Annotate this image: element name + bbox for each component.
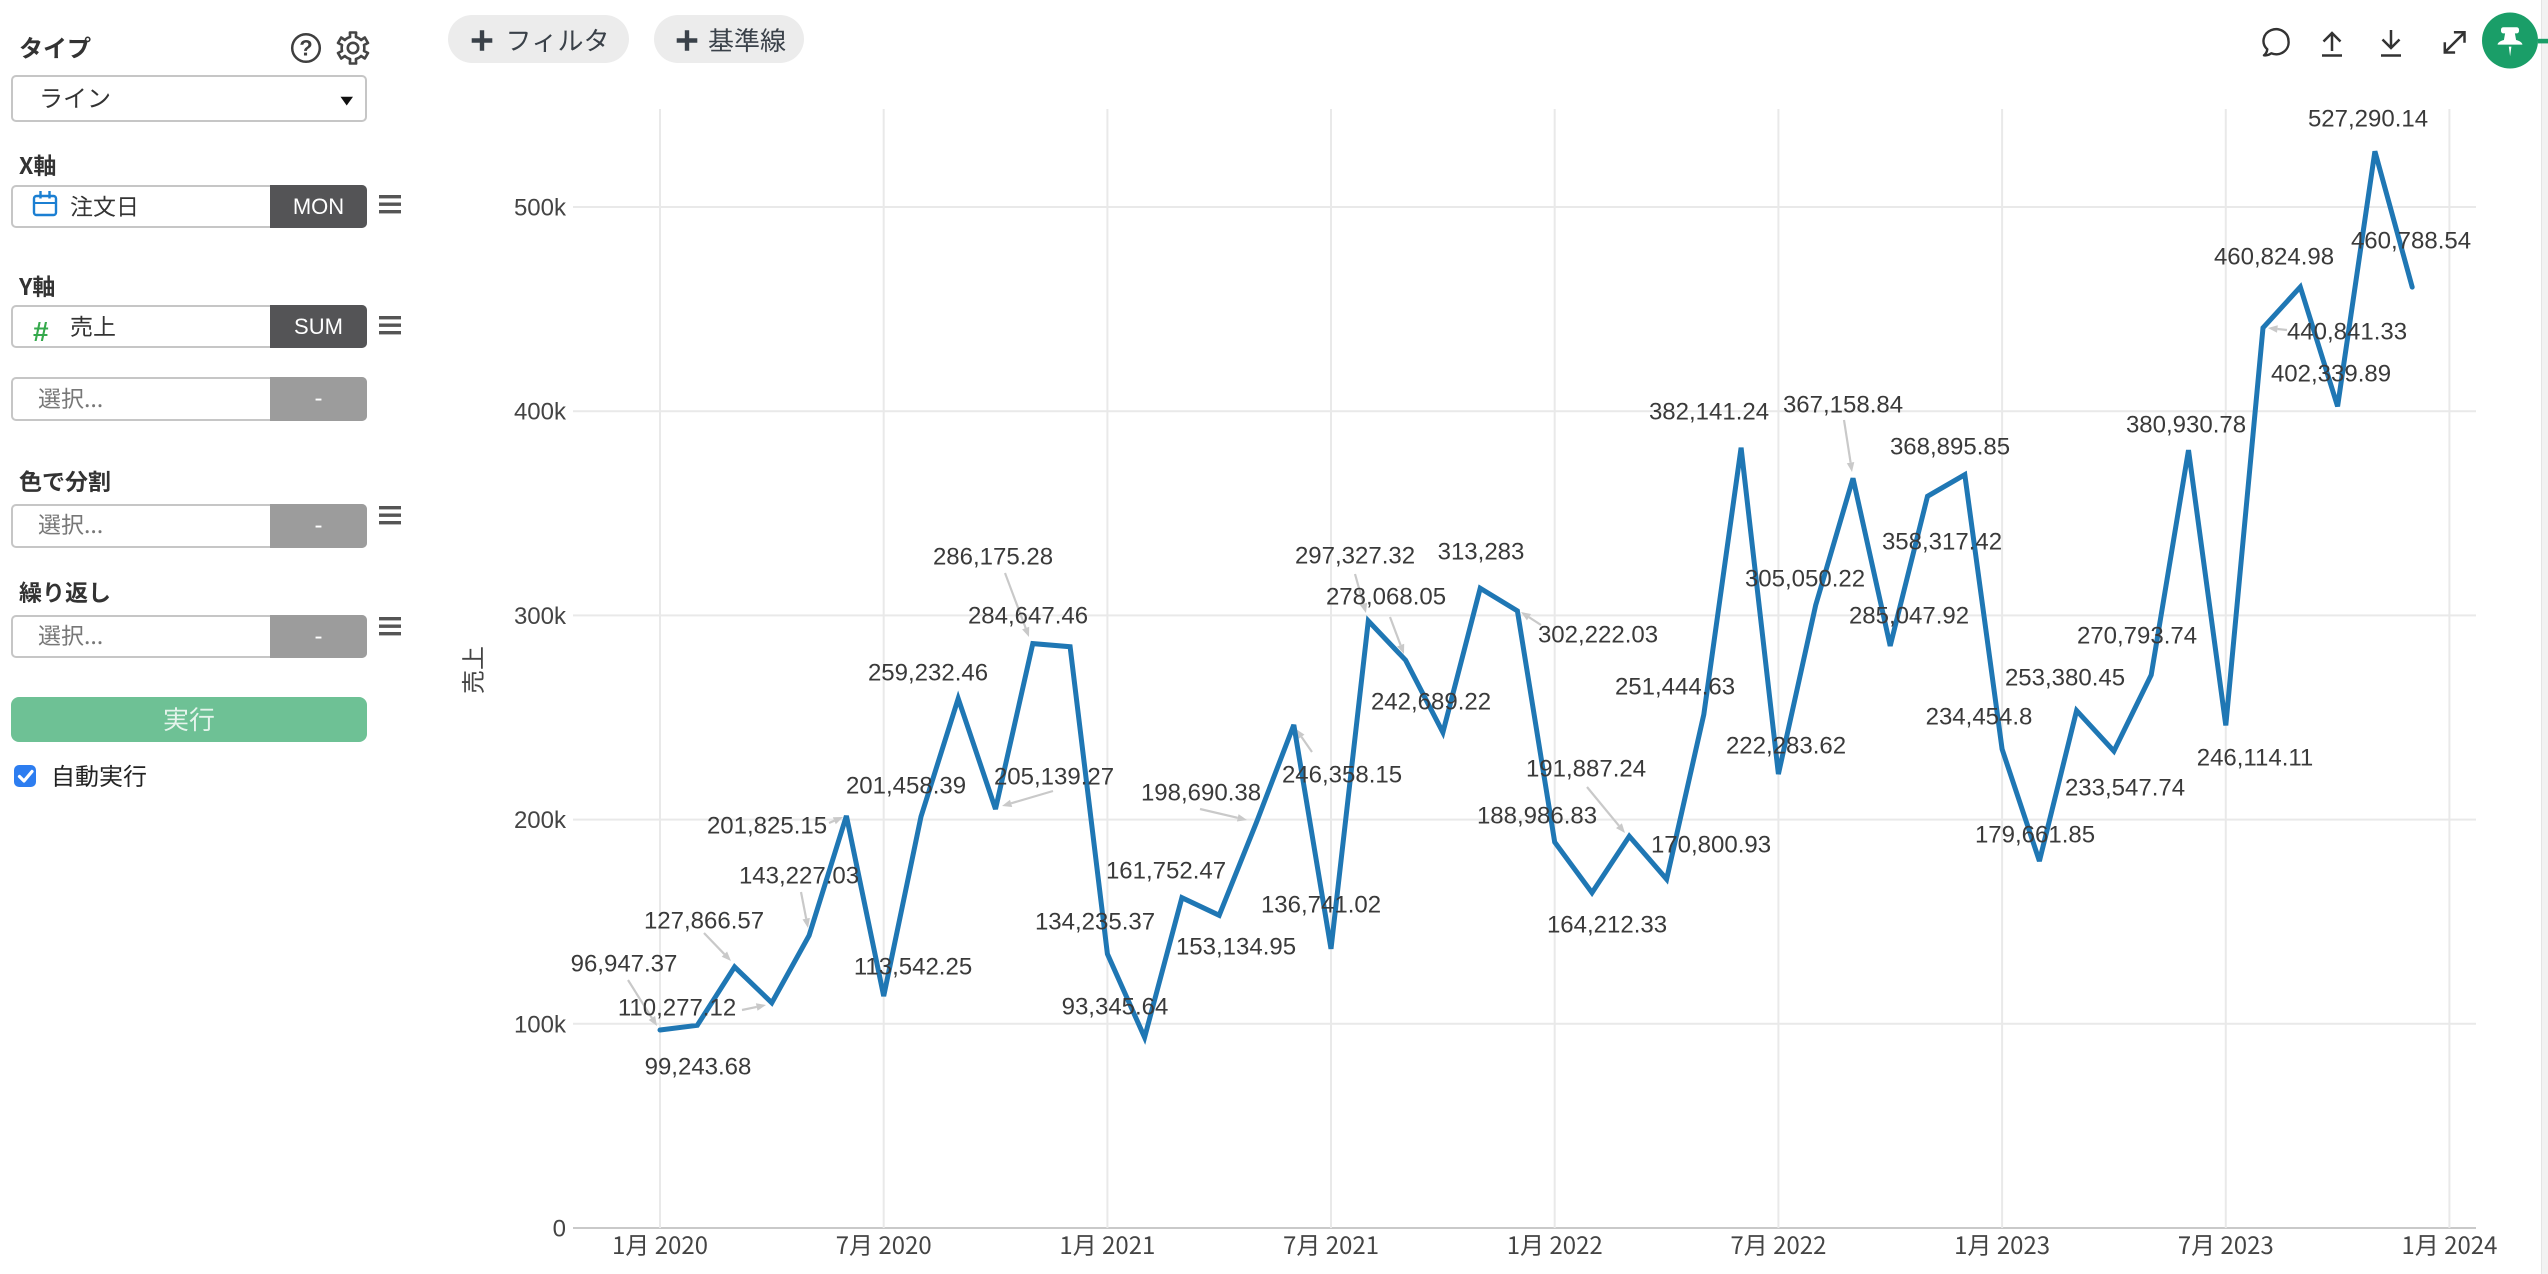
- svg-text:0: 0: [553, 1216, 566, 1243]
- svg-text:233,547.74: 233,547.74: [2065, 775, 2185, 802]
- svg-text:382,141.24: 382,141.24: [1649, 399, 1769, 426]
- svg-text:460,824.98: 460,824.98: [2214, 244, 2334, 271]
- svg-text:198,690.38: 198,690.38: [1141, 780, 1261, 807]
- svg-text:246,358.15: 246,358.15: [1282, 762, 1402, 789]
- svg-text:205,139.27: 205,139.27: [994, 764, 1114, 791]
- svg-text:440,841.33: 440,841.33: [2287, 319, 2407, 346]
- svg-text:#: #: [33, 316, 49, 347]
- svg-text:300k: 300k: [514, 603, 567, 630]
- svg-text:313,283: 313,283: [1438, 539, 1525, 566]
- svg-text:358,317.42: 358,317.42: [1882, 529, 2002, 556]
- svg-text:380,930.78: 380,930.78: [2126, 412, 2246, 439]
- svg-text:285,047.92: 285,047.92: [1849, 603, 1969, 630]
- svg-text:153,134.95: 153,134.95: [1176, 934, 1296, 961]
- svg-text:305,050.22: 305,050.22: [1745, 566, 1865, 593]
- svg-text:367,158.84: 367,158.84: [1783, 392, 1903, 419]
- svg-text:200k: 200k: [514, 807, 567, 834]
- svg-text:99,243.68: 99,243.68: [645, 1054, 752, 1081]
- svg-text:222,283.62: 222,283.62: [1726, 733, 1846, 760]
- svg-text:100k: 100k: [514, 1011, 567, 1038]
- svg-text:164,212.33: 164,212.33: [1547, 912, 1667, 939]
- svg-text:179,661.85: 179,661.85: [1975, 822, 2095, 849]
- svg-text:400k: 400k: [514, 399, 567, 426]
- svg-text:286,175.28: 286,175.28: [933, 544, 1053, 571]
- svg-text:201,458.39: 201,458.39: [846, 773, 966, 800]
- svg-text:302,222.03: 302,222.03: [1538, 622, 1658, 649]
- svg-text:259,232.46: 259,232.46: [868, 660, 988, 687]
- svg-text:368,895.85: 368,895.85: [1890, 434, 2010, 461]
- svg-text:136,741.02: 136,741.02: [1261, 892, 1381, 919]
- svg-text:297,327.32: 297,327.32: [1295, 543, 1415, 570]
- svg-text:284,647.46: 284,647.46: [968, 603, 1088, 630]
- svg-text:500k: 500k: [514, 195, 567, 222]
- svg-text:251,444.63: 251,444.63: [1615, 674, 1735, 701]
- svg-text:246,114.11: 246,114.11: [2197, 745, 2314, 772]
- svg-text:234,454.8: 234,454.8: [1926, 704, 2033, 731]
- svg-text:253,380.45: 253,380.45: [2005, 665, 2125, 692]
- svg-text:96,947.37: 96,947.37: [571, 951, 678, 978]
- svg-text:191,887.24: 191,887.24: [1526, 756, 1646, 783]
- svg-text:143,227.03: 143,227.03: [739, 863, 859, 890]
- svg-text:270,793.74: 270,793.74: [2077, 623, 2197, 650]
- svg-text:170,800.93: 170,800.93: [1651, 832, 1771, 859]
- svg-text:242,689.22: 242,689.22: [1371, 689, 1491, 716]
- svg-text:?: ?: [299, 36, 312, 61]
- svg-text:134,235.37: 134,235.37: [1035, 909, 1155, 936]
- svg-text:93,345.64: 93,345.64: [1062, 994, 1169, 1021]
- svg-text:127,866.57: 127,866.57: [644, 908, 764, 935]
- svg-text:402,339.89: 402,339.89: [2271, 361, 2391, 388]
- svg-text:201,825.15: 201,825.15: [707, 813, 827, 840]
- svg-text:188,986.83: 188,986.83: [1477, 803, 1597, 830]
- svg-text:278,068.05: 278,068.05: [1326, 584, 1446, 611]
- svg-text:113,542.25: 113,542.25: [854, 954, 972, 981]
- svg-text:460,788.54: 460,788.54: [2351, 228, 2471, 255]
- svg-text:527,290.14: 527,290.14: [2308, 106, 2428, 133]
- svg-text:110,277.12: 110,277.12: [618, 995, 736, 1022]
- svg-text:161,752.47: 161,752.47: [1106, 858, 1226, 885]
